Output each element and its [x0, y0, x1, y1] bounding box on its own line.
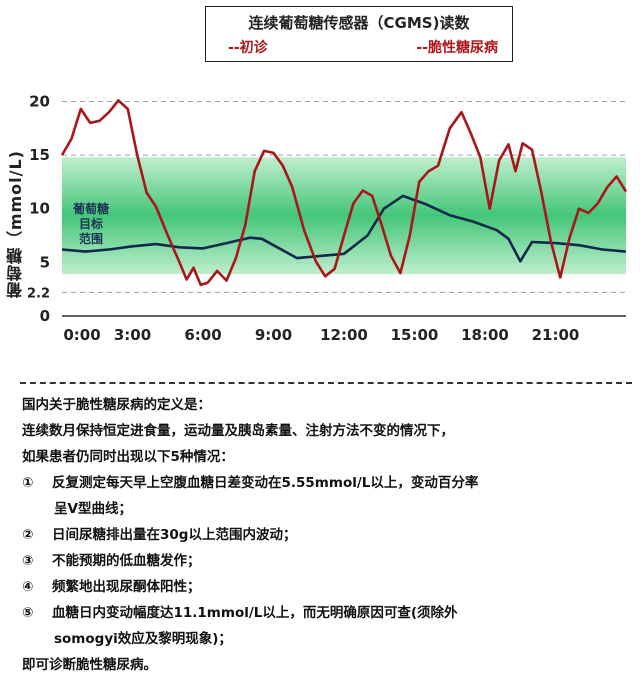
criteria-number: ⑤ — [22, 605, 34, 621]
target-band — [62, 157, 626, 275]
x-tick-label: 12:00 — [320, 326, 368, 344]
criteria-number: ① — [22, 475, 34, 491]
criteria-text: 反复测定每天早上空腹血糖日差变动在5.55mmol/L以上，变动百分率 — [52, 475, 479, 491]
x-tick-label: 9:00 — [255, 326, 292, 344]
y-axis-label: 葡萄糖（mmol/L) — [6, 150, 25, 299]
definition-text: 国内关于脆性糖尿病的定义是： 连续数月保持恒定进食量，运动量及胰岛素量、注射方法… — [22, 392, 628, 678]
definition-heading: 国内关于脆性糖尿病的定义是： — [22, 397, 211, 413]
section-divider — [20, 382, 632, 384]
definition-intro-2: 如果患者仍同时出现以下5种情况： — [22, 449, 234, 465]
target-band-label-line: 葡萄糖 — [72, 201, 109, 216]
y-tick-label: 10 — [29, 200, 50, 218]
y-tick-label: 2.2 — [27, 286, 50, 301]
target-band-label-line: 范围 — [79, 231, 103, 246]
x-tick-label: 21:00 — [532, 326, 580, 344]
x-tick-label: 6:00 — [184, 326, 221, 344]
y-axis-ticks: 0 2.2 5 10 15 20 — [27, 92, 50, 325]
criteria-item: ① 反复测定每天早上空腹血糖日差变动在5.55mmol/L以上，变动百分率 呈V型… — [22, 470, 628, 522]
criteria-number: ④ — [22, 579, 34, 595]
y-tick-label: 0 — [40, 307, 50, 325]
x-axis-ticks: 0:00 3:00 6:00 9:00 12:00 15:00 18:00 21:00 — [63, 326, 579, 344]
y-tick-label: 5 — [40, 253, 50, 271]
criteria-item: ⑤ 血糖日内变动幅度达11.1mmol/L以上，而无明确原因可查(须除外 somo… — [22, 600, 628, 652]
legend-entry-brittle-diabetes: --脆性糖尿病 — [416, 40, 498, 56]
criteria-item: ④ 频繁地出现尿酮体阳性； — [22, 574, 628, 600]
legend-entry-initial-diagnosis: --初诊 — [228, 40, 268, 56]
x-tick-label: 0:00 — [63, 326, 100, 344]
x-tick-label: 15:00 — [391, 326, 439, 344]
y-tick-label: 15 — [29, 146, 50, 164]
criteria-text: 血糖日内变动幅度达11.1mmol/L以上，而无明确原因可查(须除外 — [52, 605, 458, 621]
criteria-text: 不能预期的低血糖发作； — [52, 553, 201, 569]
definition-conclusion: 即可诊断脆性糖尿病。 — [22, 657, 157, 673]
criteria-item: ③ 不能预期的低血糖发作； — [22, 548, 628, 574]
criteria-text: 日间尿糖排出量在30g以上范围内波动； — [52, 527, 297, 543]
target-band-label-line: 目标 — [79, 216, 103, 231]
criteria-number: ② — [22, 527, 34, 543]
criteria-text-continued: 呈V型曲线； — [54, 501, 132, 517]
definition-intro-1: 连续数月保持恒定进食量，运动量及胰岛素量、注射方法不变的情况下， — [22, 423, 454, 439]
series-line-brittle-diabetes — [60, 99, 628, 287]
chart-legend: 连续葡萄糖传感器（CGMS)读数 --初诊 --脆性糖尿病 — [205, 6, 513, 62]
criteria-text: 频繁地出现尿酮体阳性； — [52, 579, 201, 595]
criteria-text-continued: somogyi效应及黎明现象)； — [54, 631, 232, 647]
criteria-number: ③ — [22, 553, 34, 569]
y-tick-label: 20 — [29, 92, 50, 110]
chart-title: 连续葡萄糖传感器（CGMS)读数 — [248, 14, 470, 32]
x-tick-label: 18:00 — [461, 326, 509, 344]
x-tick-label: 3:00 — [114, 326, 151, 344]
series-line-initial-diagnosis — [61, 194, 627, 263]
criteria-item: ② 日间尿糖排出量在30g以上范围内波动； — [22, 522, 628, 548]
